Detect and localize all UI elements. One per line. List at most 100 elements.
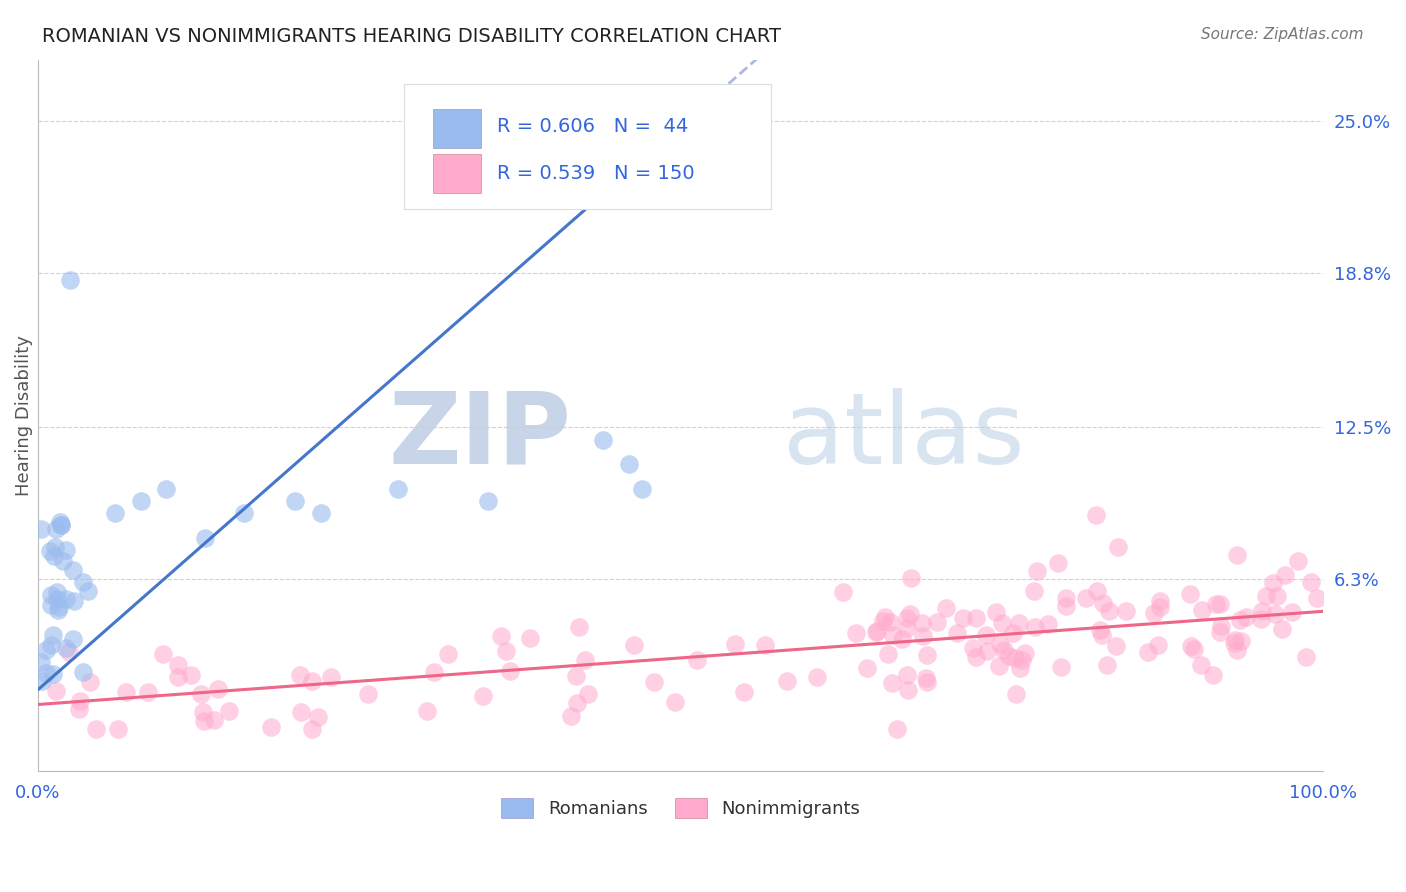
Point (623, 638, 645, 652)
Point (879, 615, 901, 629)
Point (284, 494, 307, 508)
Point (754, 638, 776, 652)
Text: atlas: atlas (783, 388, 1025, 485)
Point (1274, 567, 1296, 582)
Point (39, 598, 62, 612)
Point (592, 433, 614, 447)
Point (880, 676, 903, 690)
Point (477, 494, 499, 508)
Point (872, 614, 894, 628)
Bar (433, 110, 481, 148)
Point (1084, 508, 1107, 523)
Point (1054, 591, 1077, 605)
Point (35, 642, 58, 657)
Text: ROMANIAN VS NONIMMIGRANTS HEARING DISABILITY CORRELATION CHART: ROMANIAN VS NONIMMIGRANTS HEARING DISABI… (42, 27, 782, 45)
Point (51, 518, 73, 533)
Point (1002, 626, 1025, 640)
Point (1005, 687, 1028, 701)
Point (472, 690, 495, 704)
Point (724, 637, 747, 651)
Point (1226, 642, 1249, 657)
Point (574, 653, 596, 667)
Point (1024, 620, 1046, 634)
Point (984, 605, 1007, 619)
Point (193, 714, 215, 728)
Point (167, 669, 190, 683)
Point (1306, 591, 1329, 605)
Point (1202, 667, 1225, 681)
Point (865, 624, 887, 638)
Point (1230, 633, 1253, 648)
Point (437, 647, 460, 661)
Point (1115, 604, 1137, 618)
Point (52, 554, 75, 568)
Point (59, 273, 82, 287)
Point (44, 540, 66, 554)
Point (1265, 589, 1288, 603)
Point (45, 522, 67, 536)
Text: R = 0.606   N =  44: R = 0.606 N = 44 (496, 117, 688, 136)
Point (1264, 607, 1286, 621)
Point (1223, 636, 1246, 650)
Point (1054, 599, 1077, 613)
Point (167, 658, 190, 673)
Point (1261, 576, 1284, 591)
Point (1097, 604, 1119, 618)
Text: ZIP: ZIP (388, 388, 571, 485)
Point (886, 722, 908, 736)
Point (962, 640, 984, 655)
Point (31, 673, 53, 688)
Point (218, 705, 240, 719)
Point (993, 642, 1015, 657)
Point (30, 522, 52, 536)
Point (911, 629, 934, 643)
Point (114, 685, 136, 699)
Point (1074, 591, 1097, 606)
Point (1299, 574, 1322, 589)
Point (1205, 598, 1227, 612)
Point (990, 615, 1012, 630)
Point (876, 647, 898, 661)
Point (499, 665, 522, 679)
Point (1281, 605, 1303, 619)
Point (917, 648, 939, 663)
Point (34, 665, 56, 680)
Point (1223, 632, 1246, 647)
Point (190, 687, 212, 701)
Point (67, 701, 90, 715)
Point (288, 668, 311, 682)
Point (1149, 594, 1171, 608)
Point (965, 650, 987, 665)
Point (560, 709, 582, 723)
Point (1092, 596, 1115, 610)
Point (891, 632, 914, 646)
Point (1191, 603, 1213, 617)
Point (319, 670, 342, 684)
Point (664, 695, 686, 709)
Point (69, 694, 91, 708)
Point (856, 661, 879, 675)
Point (832, 585, 855, 599)
Point (914, 671, 936, 685)
Point (1178, 587, 1201, 601)
Point (897, 683, 920, 698)
Point (1022, 583, 1045, 598)
Point (194, 531, 217, 545)
Point (806, 670, 828, 684)
FancyBboxPatch shape (405, 85, 770, 209)
Point (232, 506, 254, 520)
Point (1286, 554, 1309, 568)
Point (896, 611, 918, 625)
Point (974, 628, 997, 642)
Point (1091, 628, 1114, 642)
Point (1209, 597, 1232, 611)
Point (180, 667, 202, 681)
Point (1136, 645, 1159, 659)
Point (1050, 659, 1073, 673)
Point (568, 620, 591, 634)
Point (733, 684, 755, 698)
Point (1105, 640, 1128, 654)
Point (952, 611, 974, 625)
Point (1229, 613, 1251, 627)
Point (900, 571, 922, 585)
